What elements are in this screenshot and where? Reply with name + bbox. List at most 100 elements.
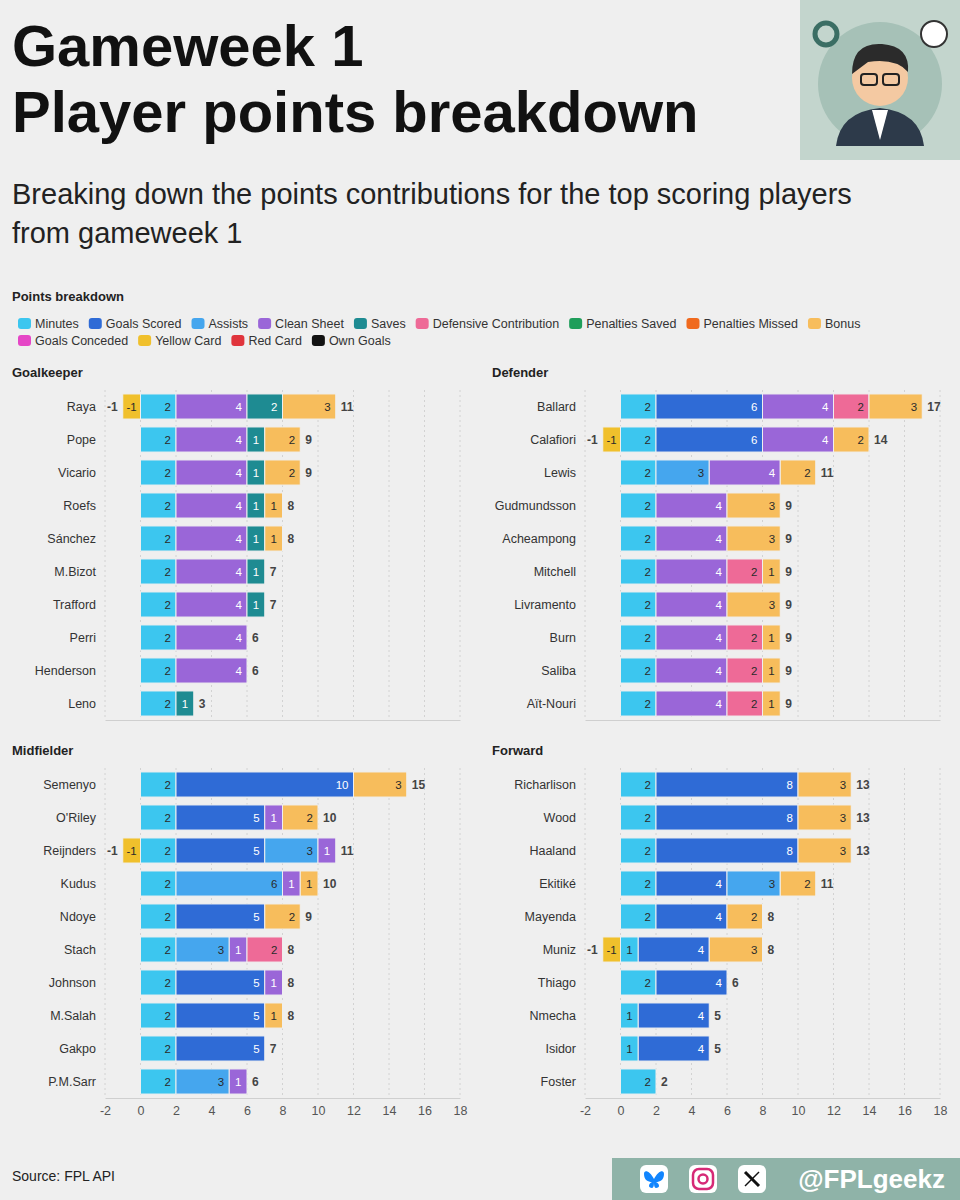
data-labels: 2222222222105555553633111111232121-11510…: [107, 778, 425, 1089]
y-tick-label: M.Bizot: [54, 565, 96, 579]
segment-label: 2: [165, 1076, 171, 1088]
bar-segment: [176, 904, 265, 929]
bar-segment: [354, 772, 407, 797]
icon-x: [738, 1165, 766, 1193]
legend-item: Clean Sheet: [258, 317, 344, 331]
bar-segment: [780, 871, 816, 896]
y-tick-label: Calafiori: [530, 433, 576, 447]
legend-item: Penalties Missed: [686, 317, 798, 331]
segment-label: -1: [127, 401, 137, 413]
x-tick-label: 4: [689, 1104, 696, 1118]
y-tick: Mitchell: [534, 565, 576, 579]
x-tick-label: 18: [454, 1104, 468, 1118]
segment-label: 2: [165, 845, 171, 857]
bar-segment: [621, 427, 657, 452]
segment-label: 2: [645, 566, 651, 578]
segment-label: 2: [645, 533, 651, 545]
page: Gameweek 1Player points breakdownBreakin…: [0, 0, 960, 1200]
y-tick-label: Henderson: [35, 664, 96, 678]
x-axis: [106, 720, 461, 722]
logo-glasses: [883, 74, 899, 85]
legend-swatch: [258, 318, 271, 329]
total-label: 11: [821, 877, 834, 891]
subtitle-line: from gameweek 1: [12, 217, 243, 249]
y-tick-label: Mayenda: [525, 910, 576, 924]
grid-line: [904, 768, 905, 1098]
total-label: 10: [323, 811, 337, 825]
segment-label: 2: [165, 944, 171, 956]
y-tick: Trafford: [53, 598, 96, 612]
bar-segment: [656, 772, 798, 797]
bar-segment: [727, 658, 763, 683]
grid-line: [585, 390, 586, 720]
segment-label: 2: [289, 467, 295, 479]
panel: Midfielder222222222210555555363311111123…: [12, 743, 467, 1118]
bar-segment: [780, 460, 816, 485]
grid-line: [585, 768, 586, 1098]
y-tick-label: Vicario: [58, 466, 96, 480]
bar-segment: [141, 592, 177, 617]
bar-segment: [141, 658, 177, 683]
legend-item: Penalties Saved: [569, 317, 676, 331]
bar-segment: [621, 592, 657, 617]
segment-label: 2: [645, 500, 651, 512]
segment-label: 4: [698, 1010, 705, 1022]
legend-item: Red Card: [231, 334, 302, 348]
total-label: 9: [785, 598, 792, 612]
bar-segment: [265, 460, 301, 485]
grid-line: [389, 390, 390, 720]
segment-label: 1: [270, 977, 276, 989]
x-tick-label: 2: [173, 1104, 180, 1118]
logo-body: [836, 108, 924, 146]
x-tick: 12: [347, 1098, 361, 1118]
bar-segment: [176, 427, 247, 452]
source: Source: FPL API: [12, 1168, 115, 1184]
segment-label: 2: [804, 878, 810, 890]
axis-line: [106, 1098, 461, 1099]
bar-segment: [176, 559, 247, 584]
bar-segment: [603, 427, 621, 452]
segment-label: 4: [716, 878, 723, 890]
data-labels: 22222121128884444443333223-1131313118865…: [587, 778, 870, 1089]
bar-segment: [656, 691, 727, 716]
total-label: 6: [732, 976, 739, 990]
y-tick: Saliba: [541, 664, 576, 678]
segment-label: 1: [626, 1043, 632, 1055]
bar-segment: [176, 658, 247, 683]
panel: Forward22222121128884444443333223-113131…: [492, 743, 947, 1118]
legend-item: Own Goals: [312, 334, 391, 348]
segment-label: 4: [236, 566, 243, 578]
segment-label: 4: [236, 467, 243, 479]
legend-swatch: [416, 318, 429, 329]
subtitle: Breaking down the points contributions f…: [12, 178, 852, 249]
segment-label: 4: [236, 434, 243, 446]
x-tick-label: 2: [653, 1104, 660, 1118]
segment-label: 2: [751, 911, 757, 923]
total-label: 15: [412, 778, 426, 792]
y-tick-label: Leno: [68, 697, 96, 711]
segment-label: 4: [236, 533, 243, 545]
y-tick: Reijnders: [43, 844, 96, 858]
y-tick: Mayenda: [525, 910, 576, 924]
x-tick: 4: [689, 1098, 696, 1118]
segment-label: 5: [253, 911, 259, 923]
total-label: 13: [856, 778, 870, 792]
y-tick-label: Saliba: [541, 664, 576, 678]
y-tick: Semenyo: [43, 778, 96, 792]
legend-label: Defensive Contribution: [433, 317, 560, 331]
segment-label: 10: [336, 779, 349, 791]
panel-title: Goalkeeper: [12, 365, 83, 380]
segment-label: 2: [751, 566, 757, 578]
x-tick-label: 16: [418, 1104, 432, 1118]
y-tick-label: Ndoye: [60, 910, 96, 924]
y-tick: Ekitiké: [539, 877, 576, 891]
total-label: 10: [323, 877, 337, 891]
bar-segment: [621, 526, 657, 551]
x-tick: 0: [138, 1098, 145, 1118]
segment-label: 1: [626, 944, 632, 956]
total-label: 7: [270, 598, 277, 612]
segment-label: 1: [235, 944, 241, 956]
bar-segment: [656, 838, 798, 863]
y-tick-label: Stach: [64, 943, 96, 957]
logo: [800, 0, 960, 160]
